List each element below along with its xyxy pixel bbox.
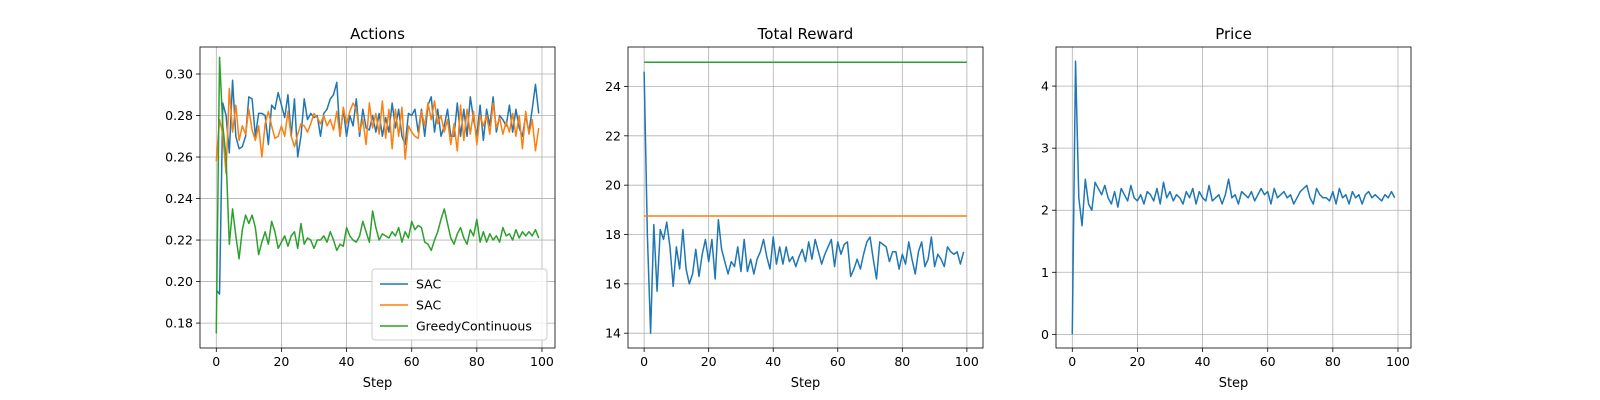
y-tick-label: 18 [605,227,621,242]
x-tick-label: 0 [1068,354,1076,369]
legend-label: SAC [416,298,441,313]
y-tick-label: 14 [605,326,621,341]
y-tick-label: 24 [605,79,621,94]
axes-frame [199,46,556,349]
chart-panel: 0 20 40 60 80 100 14 16 18 20 22 24 Total Reward Step [605,25,984,391]
series-line [215,79,540,295]
x-axis-label: Step [363,376,393,391]
x-tick-label: 100 [530,354,554,369]
x-tick-label: 60 [1260,354,1276,369]
x-tick-label: 0 [640,354,648,369]
chart-panel: 0 20 40 60 80 100 0 1 2 3 4 Price Step [1041,25,1412,391]
chart-panel: 0 20 40 60 80 100 0.18 0.20 0.22 0.24 0.26 0.28 0.30… [165,25,556,391]
x-tick-label: 80 [1325,354,1341,369]
series-line [215,56,540,334]
x-axis-label: Step [1219,376,1249,391]
legend-label: SAC [416,277,441,292]
axes-frame [627,46,984,349]
y-tick-label: 0.30 [165,66,193,81]
y-tick-label: 22 [605,128,621,143]
y-tick-label: 0.22 [165,233,193,248]
x-tick-label: 20 [1129,354,1145,369]
x-tick-label: 40 [765,354,781,369]
series-line [215,87,540,175]
y-tick-label: 0.20 [165,274,193,289]
x-tick-label: 20 [273,354,289,369]
x-tick-label: 80 [894,354,910,369]
legend-label: GreedyContinuous [416,319,532,334]
x-tick-label: 60 [830,354,846,369]
y-tick-label: 2 [1041,203,1049,218]
y-tick-label: 20 [605,178,621,193]
y-tick-label: 0.24 [165,191,193,206]
x-tick-label: 20 [701,354,717,369]
x-axis-label: Step [791,376,821,391]
y-tick-label: 0.26 [165,150,193,165]
axes-frame [1055,46,1412,349]
chart-title: Actions [350,25,405,43]
y-tick-label: 16 [605,276,621,291]
x-tick-label: 100 [955,354,979,369]
x-tick-label: 40 [1195,354,1211,369]
x-tick-label: 40 [339,354,355,369]
x-tick-label: 100 [1386,354,1410,369]
series-line [643,71,965,334]
series-line [1071,60,1396,335]
chart-title: Price [1215,25,1252,43]
legend: SAC SAC GreedyContinuous [371,268,548,341]
y-tick-label: 0 [1041,327,1049,342]
x-tick-label: 80 [469,354,485,369]
y-tick-label: 1 [1041,265,1049,280]
y-tick-label: 0.18 [165,316,193,331]
legend-box [371,268,548,341]
y-tick-label: 3 [1041,141,1049,156]
x-tick-label: 0 [212,354,220,369]
chart-title: Total Reward [757,25,854,43]
y-tick-label: 0.28 [165,108,193,123]
y-tick-label: 4 [1041,79,1049,94]
x-tick-label: 60 [404,354,420,369]
